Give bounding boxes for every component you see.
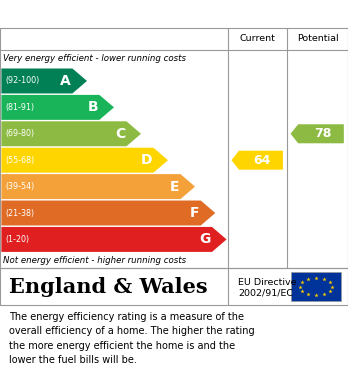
Polygon shape <box>1 148 168 173</box>
Polygon shape <box>1 121 141 146</box>
Text: England & Wales: England & Wales <box>9 276 207 297</box>
Text: The energy efficiency rating is a measure of the
overall efficiency of a home. T: The energy efficiency rating is a measur… <box>9 312 254 365</box>
Text: Potential: Potential <box>297 34 338 43</box>
Text: (21-38): (21-38) <box>6 208 35 217</box>
Text: (69-80): (69-80) <box>6 129 35 138</box>
Text: Current: Current <box>239 34 276 43</box>
Polygon shape <box>1 95 114 120</box>
Text: (55-68): (55-68) <box>6 156 35 165</box>
Text: (81-91): (81-91) <box>6 103 35 112</box>
Polygon shape <box>1 68 87 93</box>
Text: E: E <box>169 179 179 194</box>
Text: G: G <box>199 232 211 246</box>
Text: 64: 64 <box>254 154 271 167</box>
Text: (1-20): (1-20) <box>6 235 30 244</box>
Text: C: C <box>115 127 125 141</box>
Polygon shape <box>291 124 344 143</box>
Polygon shape <box>1 201 215 226</box>
Text: EU Directive: EU Directive <box>238 278 297 287</box>
Text: Not energy efficient - higher running costs: Not energy efficient - higher running co… <box>3 256 186 265</box>
Text: A: A <box>60 74 71 88</box>
Polygon shape <box>231 151 283 170</box>
Text: Very energy efficient - lower running costs: Very energy efficient - lower running co… <box>3 54 186 63</box>
Text: D: D <box>141 153 152 167</box>
Text: F: F <box>190 206 199 220</box>
Polygon shape <box>1 174 195 199</box>
Text: (39-54): (39-54) <box>6 182 35 191</box>
Bar <box>291 272 341 301</box>
Text: B: B <box>87 100 98 115</box>
Text: 78: 78 <box>314 127 331 140</box>
Text: (92-100): (92-100) <box>6 77 40 86</box>
Polygon shape <box>1 227 227 252</box>
Text: 2002/91/EC: 2002/91/EC <box>238 289 293 298</box>
Text: Energy Efficiency Rating: Energy Efficiency Rating <box>9 7 230 22</box>
